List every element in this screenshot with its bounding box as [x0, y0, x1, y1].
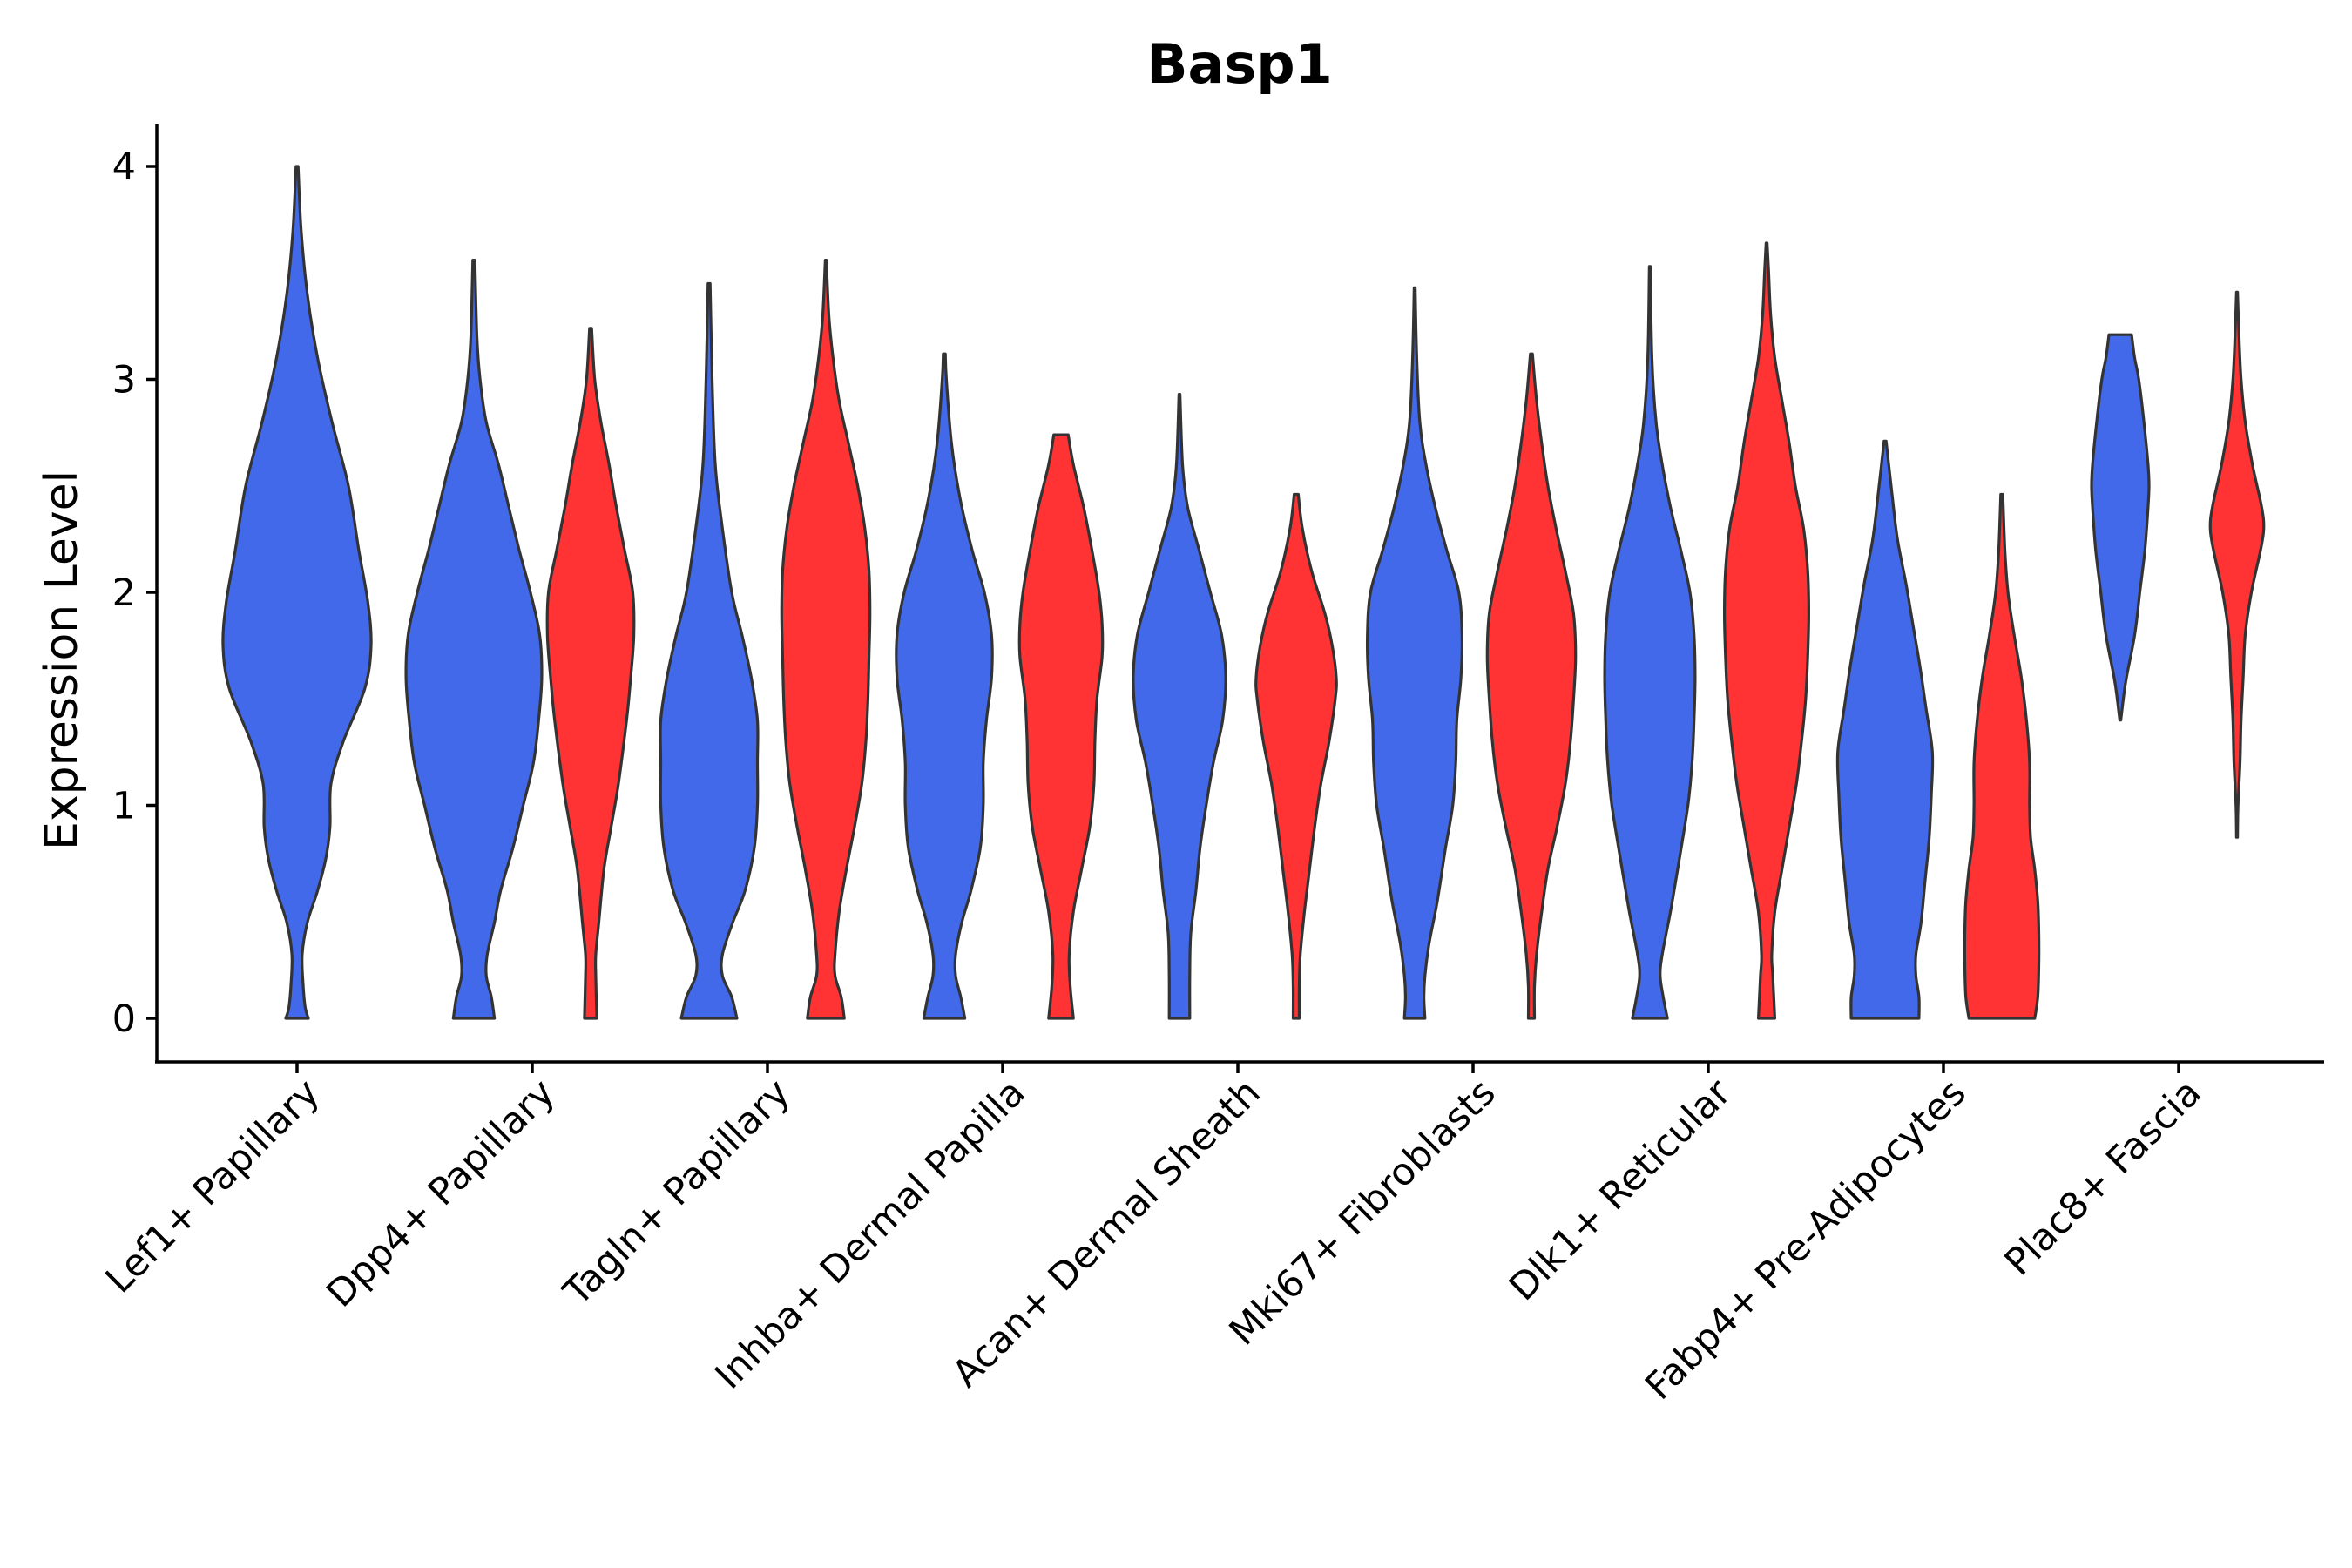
y-tick-label: 1	[112, 785, 136, 828]
y-axis-label: Expression Level	[36, 470, 88, 850]
violin-group-red-fabp4-pre-adipocytes	[1963, 492, 2041, 1020]
violin-group-blue-inhba-dermal-papilla	[895, 352, 994, 1020]
violin-group-blue-plac8-fascia	[2090, 333, 2151, 722]
violins-layer	[221, 165, 2266, 1020]
violin-group-blue-lef1-papillary	[221, 165, 373, 1020]
violin-group-blue-acan-dermal-sheath	[1132, 393, 1227, 1020]
y-tick-label: 3	[112, 359, 136, 402]
x-tick-label: Mki67+ Fibroblasts	[1221, 1071, 1504, 1354]
violin-group-red-mki67-fibroblasts	[1485, 352, 1578, 1020]
y-ticks: 0 1 2 3 4	[112, 145, 157, 1041]
y-tick-label: 2	[112, 571, 136, 615]
y-tick-label: 0	[112, 997, 136, 1041]
x-tick-label: Lef1+ Papillary	[98, 1071, 328, 1301]
x-tick-label: Dlk1+ Reticular	[1501, 1071, 1740, 1309]
violin-group-blue-fabp4-pre-adipocytes	[1835, 439, 1935, 1020]
violin-group-red-tagln-papillary	[780, 259, 872, 1020]
y-tick-label: 4	[112, 145, 136, 189]
violin-group-blue-mki67-fibroblasts	[1365, 286, 1464, 1020]
violin-group-red-dlk1-reticular	[1723, 241, 1810, 1020]
violin-group-red-inhba-dermal-papilla	[1017, 433, 1105, 1020]
violin-group-blue-dlk1-reticular	[1603, 265, 1697, 1020]
violin-group-red-plac8-fascia	[2208, 290, 2266, 839]
x-tick-label: Dpp4+ Papillary	[319, 1071, 564, 1315]
chart-title: Basp1	[1146, 32, 1333, 96]
violin-group-blue-dpp4-papillary	[404, 259, 544, 1020]
violin-group-blue-tagln-papillary	[659, 281, 760, 1020]
x-tick-label: Plac8+ Fascia	[1997, 1071, 2210, 1284]
x-tick-label: Tagln+ Papillary	[555, 1071, 799, 1315]
violin-group-red-acan-dermal-sheath	[1254, 492, 1338, 1020]
violin-group-red-dpp4-papillary	[545, 327, 636, 1020]
